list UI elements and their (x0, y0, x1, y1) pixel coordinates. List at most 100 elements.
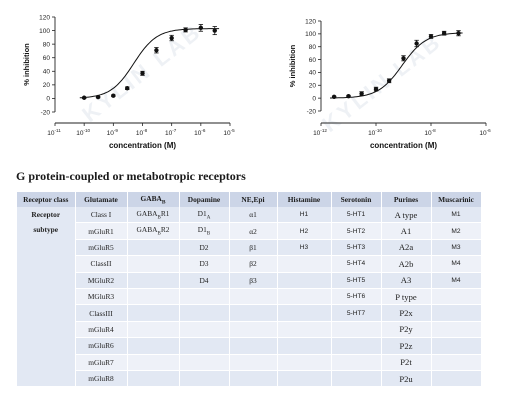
cell-serotonin: 5-HT6 (331, 288, 382, 306)
cell-glutamate: mGluR5 (75, 239, 128, 257)
y-tick-label: -20 (41, 109, 51, 116)
x-tick-label: 10-10 (368, 128, 382, 137)
header-purines: Purines (381, 192, 432, 207)
cell-histamine (277, 354, 332, 371)
section-title: G protein-coupled or metabotropic recept… (16, 169, 246, 183)
cell-purines: A2b (381, 255, 432, 273)
cell-muscarinic (431, 370, 482, 388)
table-row: ClassII D3 β2 5-HT4 A2b M4 (17, 255, 482, 273)
cell-gaba: GABABR1 (127, 207, 180, 224)
cell-serotonin: 5-HT5 (331, 272, 382, 289)
x-tick-label: 10-12 (313, 128, 327, 137)
header-muscarinic: Muscarinic (431, 192, 482, 207)
cell-purines: A1 (381, 222, 432, 240)
cell-dopamine (179, 321, 230, 339)
cell-histamine: H1 (277, 207, 332, 224)
x-tick-label: 10-7 (165, 128, 177, 137)
cell-histamine: H2 (277, 222, 332, 240)
x-tick-label: 10-11 (47, 128, 61, 137)
y-tick-label: 60 (309, 57, 317, 64)
cell-ne-epi: β1 (229, 239, 278, 257)
cell-serotonin: 5-HT1 (331, 207, 382, 224)
cell-ne-epi: α1 (229, 207, 278, 224)
gaba-sub: B (161, 199, 166, 206)
cell-gaba (127, 337, 180, 355)
cell-gaba (127, 370, 180, 388)
table-row: mGluR1 GABABR2 D1B α2 H2 5-HT2 A1 M2 (17, 222, 482, 240)
row-header-line: Receptor (31, 210, 61, 219)
cell-purines: A type (381, 207, 432, 224)
cell-muscarinic (431, 337, 482, 355)
y-tick-label: 40 (309, 70, 317, 77)
cell-dopamine: D1A (179, 207, 230, 224)
y-axis-label: % inhibition (22, 43, 31, 86)
y-tick-label: 80 (309, 44, 317, 51)
y-tick-label: 20 (309, 83, 317, 90)
data-point (198, 25, 204, 31)
cell-histamine (277, 370, 332, 388)
cell-gaba (127, 354, 180, 371)
dose-response-chart-right: -20 0 20 40 60 80 100 120 10-12 10-10 10-8 10-6 conc… (288, 18, 491, 150)
cell-histamine (277, 337, 332, 355)
data-point (81, 95, 87, 100)
cell-glutamate: mGluR7 (75, 354, 128, 371)
cell-purines: P2y (381, 321, 432, 339)
fit-curve (330, 32, 463, 99)
header-gaba: GABAB (127, 192, 180, 207)
data-point (111, 93, 116, 98)
dose-response-chart-left: -20 0 20 40 60 80 100 120 10-11 10-10 10-9 10-8 10-7… (22, 14, 235, 150)
cell-glutamate: mGluR1 (75, 222, 128, 240)
x-tick-label: 10-5 (223, 128, 235, 137)
data-point (331, 94, 337, 100)
y-tick-label: 0 (312, 95, 316, 102)
y-tick-label: 0 (46, 96, 50, 103)
table-row: mGluR4 P2y (17, 321, 482, 339)
table-row: Receptor subtype Class I GABABR1 D1A α1 H1 5-HT… (17, 207, 482, 388)
cell-muscarinic (431, 304, 482, 322)
cell-ne-epi: β2 (229, 255, 278, 273)
data-point (373, 86, 379, 92)
cell-histamine (277, 321, 332, 339)
x-tick-label: 10-8 (424, 128, 436, 137)
cell-purines: P2z (381, 337, 432, 355)
cell-serotonin (331, 321, 382, 339)
cell-glutamate: mGluR8 (75, 370, 128, 388)
data-point (95, 94, 101, 100)
cell-glutamate: mGluR6 (75, 337, 128, 355)
y-tick-label: 60 (43, 55, 51, 62)
cell-ne-epi (229, 304, 278, 322)
row-header-line: subtype (33, 225, 59, 235)
cell-dopamine: D1B (179, 222, 230, 240)
cell-glutamate: MGluR3 (75, 288, 128, 306)
cell-dopamine (179, 354, 230, 371)
header-serotonin: Serotonin (331, 192, 382, 207)
data-point (441, 31, 447, 36)
y-tick-label: 100 (39, 28, 50, 35)
cell-serotonin: 5-HT4 (331, 255, 382, 273)
cell-ne-epi (229, 337, 278, 355)
cell-ne-epi: β3 (229, 272, 278, 289)
cell-serotonin (331, 370, 382, 388)
cell-gaba (127, 272, 180, 289)
cell-dopamine (179, 370, 230, 388)
x-axis-label: concentration (M) (370, 141, 437, 150)
y-tick-label: 40 (43, 69, 51, 76)
receptor-table: Receptor class Glutamate GABAB Dopamine … (17, 192, 482, 388)
cell-muscarinic: M1 (431, 207, 482, 224)
cell-dopamine: D3 (179, 255, 230, 273)
cell-muscarinic: M3 (431, 239, 482, 257)
y-tick-label: 120 (39, 14, 50, 21)
cell-gaba (127, 304, 180, 322)
cell-gaba: GABABR2 (127, 222, 180, 240)
data-point (359, 91, 364, 96)
cell-dopamine (179, 304, 230, 322)
x-tick-label: 10-6 (194, 128, 206, 137)
data-point (386, 78, 392, 83)
table-row: mGluR8 P2u (17, 370, 482, 388)
cell-purines: P2u (381, 370, 432, 388)
y-tick-label: 120 (305, 18, 316, 25)
cell-purines: P type (381, 288, 432, 306)
header-ne-epi: NE,Epi (229, 192, 278, 207)
table-row: mGluR7 P2t (17, 354, 482, 371)
cell-dopamine (179, 337, 230, 355)
